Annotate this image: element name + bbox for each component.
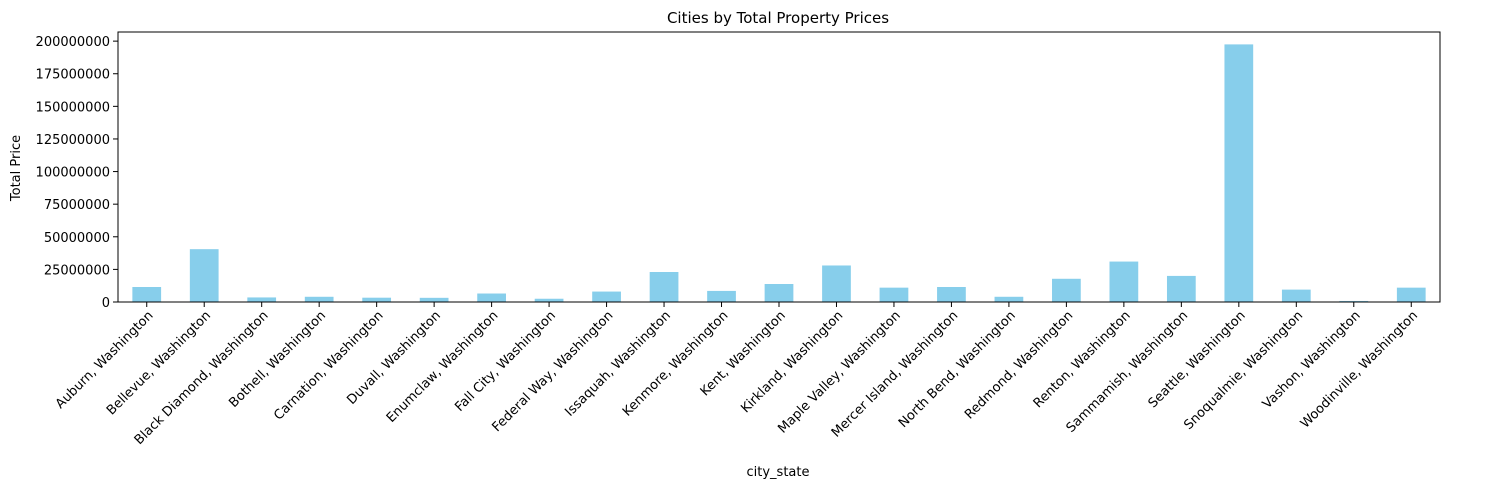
x-tick-label: Auburn, Washington [53,308,157,412]
y-axis-title: Total Price [9,135,24,202]
x-tick-label: North Bend, Washington [896,308,1019,431]
x-tick-label: Kirkland, Washington [738,308,846,416]
bar [649,272,679,302]
bar [1052,278,1081,302]
y-tick-label: 0 [102,296,110,311]
y-tick-label: 100000000 [36,166,110,181]
bar [822,265,851,302]
y-tick-label: 25000000 [44,263,110,278]
y-tick-label: 125000000 [36,133,110,148]
x-axis-title: city_state [747,465,810,480]
y-tick-label: 150000000 [36,100,110,115]
x-tick-label: Woodinville, Washington [1298,308,1421,431]
bar [1281,289,1311,302]
bar [419,297,449,302]
bar [937,287,966,302]
x-tick-label: Enumclaw, Washington [384,308,502,426]
y-tick-label: 50000000 [44,231,110,246]
x-tick-label: Snoqualmie, Washington [1181,308,1306,433]
bar [1166,275,1196,302]
bar [1109,261,1139,302]
chart-title: Cities by Total Property Prices [667,9,889,27]
x-tick-label: Seattle, Washington [1146,308,1249,411]
bar [132,287,162,302]
x-tick-label: Sammamish, Washington [1064,308,1192,436]
bar [477,293,506,302]
y-tick-label: 75000000 [44,198,110,213]
bar [879,287,909,302]
y-tick-label: 175000000 [36,68,110,83]
x-tick-label: Duvall, Washington [344,308,444,408]
y-tick-label: 200000000 [36,35,110,50]
x-tick-label: Bothell, Washington [226,308,329,411]
x-tick-label: Issaquah, Washington [562,308,674,420]
bar [534,298,564,302]
bar [1339,300,1369,302]
x-tick-label: Carnation, Washington [271,308,386,423]
x-tick-label: Kenmore, Washington [620,308,731,419]
bar [994,296,1024,302]
x-tick-label: Renton, Washington [1031,308,1134,411]
bar [247,297,277,302]
bar [1224,44,1254,303]
x-tick-label: Redmond, Washington [962,308,1076,422]
y-axis: 0 25000000 50000000 75000000 100000000 125000… [36,35,118,311]
bar [1396,287,1426,302]
bar [764,284,794,302]
x-tick-label: Fall City, Washington [452,308,559,415]
bars-group [132,44,1426,303]
bar [304,296,334,302]
x-tick-label: Maple Valley, Washington [775,308,903,436]
x-tick-label: Bellevue, Washington [104,308,214,418]
bar [189,249,219,302]
x-tick-label: Vashon, Washington [1260,308,1364,412]
bar [592,291,621,302]
x-tick-label: Federal Way, Washington [490,308,617,435]
bar [362,297,392,302]
bar [707,290,736,302]
